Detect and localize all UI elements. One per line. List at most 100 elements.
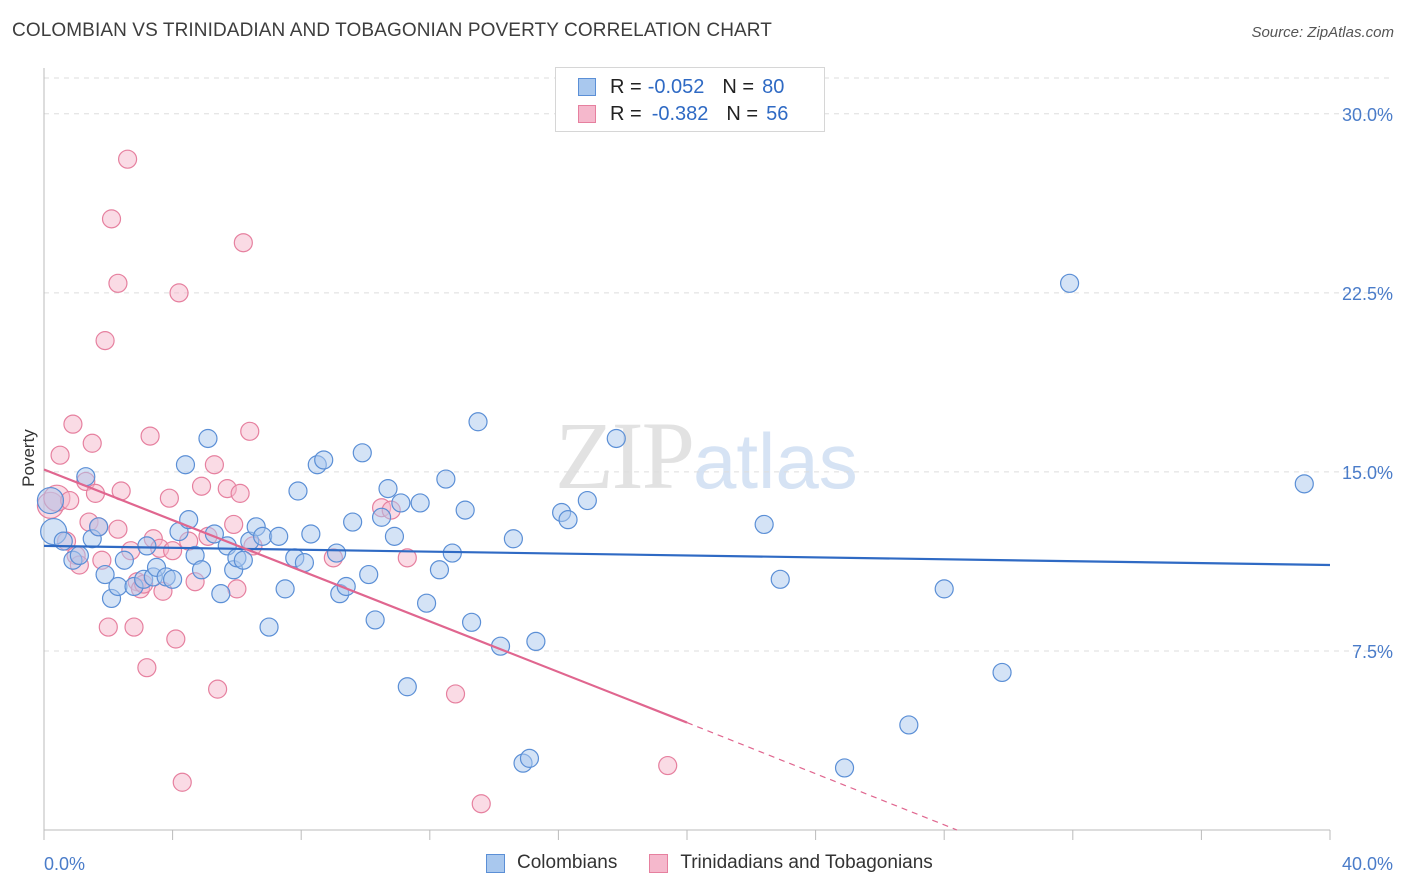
trend-line-trinidadians (43, 468, 688, 724)
data-point (208, 679, 228, 699)
data-point (137, 658, 157, 678)
data-point (429, 560, 450, 580)
data-point (471, 794, 491, 814)
data-point (108, 519, 128, 539)
data-point (259, 617, 279, 637)
data-point (50, 445, 70, 465)
y-axis-label: Poverty (19, 429, 38, 487)
data-point (371, 507, 392, 527)
data-point (95, 331, 115, 351)
data-point (397, 548, 417, 568)
legend-n-label: N = (722, 75, 755, 98)
data-point (378, 479, 398, 499)
y-tick-label: 7.5% (1352, 642, 1393, 662)
legend-swatch-pink (578, 105, 596, 123)
data-point (240, 421, 260, 441)
data-point (558, 510, 578, 530)
data-point (159, 488, 179, 508)
data-point (606, 428, 626, 449)
trend-line-trinidadians-extension (686, 722, 958, 831)
x-tick-label: 40.0% (1342, 854, 1393, 874)
legend-row-trinidadians: R = -0.382 N = 56 (578, 101, 788, 127)
data-point (211, 584, 231, 604)
data-point (352, 443, 372, 463)
data-point (326, 543, 347, 563)
x-tick-label: 0.0% (44, 854, 85, 874)
data-point (140, 426, 160, 446)
series-legend: Colombians Trinidadians and Tobagonians (486, 852, 965, 874)
legend-n-value: 80 (762, 75, 785, 98)
data-point (343, 512, 363, 532)
data-point (275, 579, 295, 599)
data-point (899, 715, 919, 735)
data-point (436, 469, 456, 489)
data-point (224, 514, 244, 535)
legend-item-colombians[interactable]: Colombians (486, 852, 617, 874)
legend-item-trinidadians[interactable]: Trinidadians and Tobagonians (649, 852, 933, 874)
data-point (82, 433, 102, 453)
legend-label-trinidadians: Trinidadians and Tobagonians (680, 852, 933, 873)
legend-r-label: R = (610, 102, 642, 125)
data-point (314, 450, 334, 470)
data-point (992, 662, 1012, 683)
series-trinidadians-points (36, 149, 678, 814)
watermark-zip: ZIP (555, 402, 695, 509)
trend-line-colombians (43, 544, 1331, 567)
data-point (445, 684, 466, 704)
data-point (89, 517, 109, 537)
legend-swatch-blue (578, 78, 596, 96)
data-point (301, 524, 321, 544)
data-point (53, 531, 73, 551)
axis-labels: 7.5% 15.0% 22.5% 30.0% 0.0% 40.0% Poverty (19, 105, 1393, 874)
data-point (163, 541, 183, 561)
data-point (137, 536, 157, 556)
stats-legend: R = -0.052 N = 80 R = -0.382 N = 56 (555, 67, 825, 132)
y-tick-label: 30.0% (1342, 105, 1393, 125)
data-point (101, 209, 122, 229)
legend-label-colombians: Colombians (517, 852, 618, 873)
legend-n-label: N = (726, 102, 759, 125)
data-point (288, 481, 308, 501)
data-point (397, 677, 417, 697)
data-point (166, 629, 186, 649)
data-point (191, 476, 212, 496)
data-point (227, 579, 247, 599)
axes (43, 68, 1331, 840)
y-tick-label: 22.5% (1342, 284, 1393, 304)
data-point (124, 617, 144, 637)
data-point (577, 490, 597, 511)
data-point (468, 412, 488, 432)
data-point (526, 631, 546, 652)
data-point (108, 273, 128, 293)
legend-r-value: -0.382 (651, 102, 709, 125)
source-label: Source: ZipAtlas.com (1251, 24, 1394, 41)
data-point (98, 617, 118, 637)
data-point (410, 493, 430, 513)
data-point (934, 579, 954, 599)
data-point (269, 526, 289, 546)
data-point (1059, 273, 1080, 293)
data-point (461, 612, 482, 632)
data-point (834, 758, 855, 778)
data-point (519, 748, 540, 768)
data-point (36, 486, 65, 515)
data-point (253, 526, 273, 546)
data-point (658, 755, 678, 776)
watermark: ZIPatlas (555, 400, 858, 511)
data-point (391, 493, 411, 513)
chart-title: COLOMBIAN VS TRINIDADIAN AND TOBAGONIAN … (12, 20, 772, 41)
data-point (230, 483, 250, 503)
watermark-atlas: atlas (693, 417, 858, 505)
legend-swatch-blue (486, 853, 505, 873)
data-point (455, 500, 475, 520)
data-point (233, 233, 253, 253)
data-point (204, 455, 224, 475)
data-point (95, 564, 115, 585)
legend-swatch-pink (649, 853, 669, 873)
legend-n-value: 56 (766, 102, 789, 125)
data-point (384, 526, 405, 546)
data-point (503, 529, 523, 549)
data-point (117, 149, 138, 169)
data-point (770, 569, 790, 589)
